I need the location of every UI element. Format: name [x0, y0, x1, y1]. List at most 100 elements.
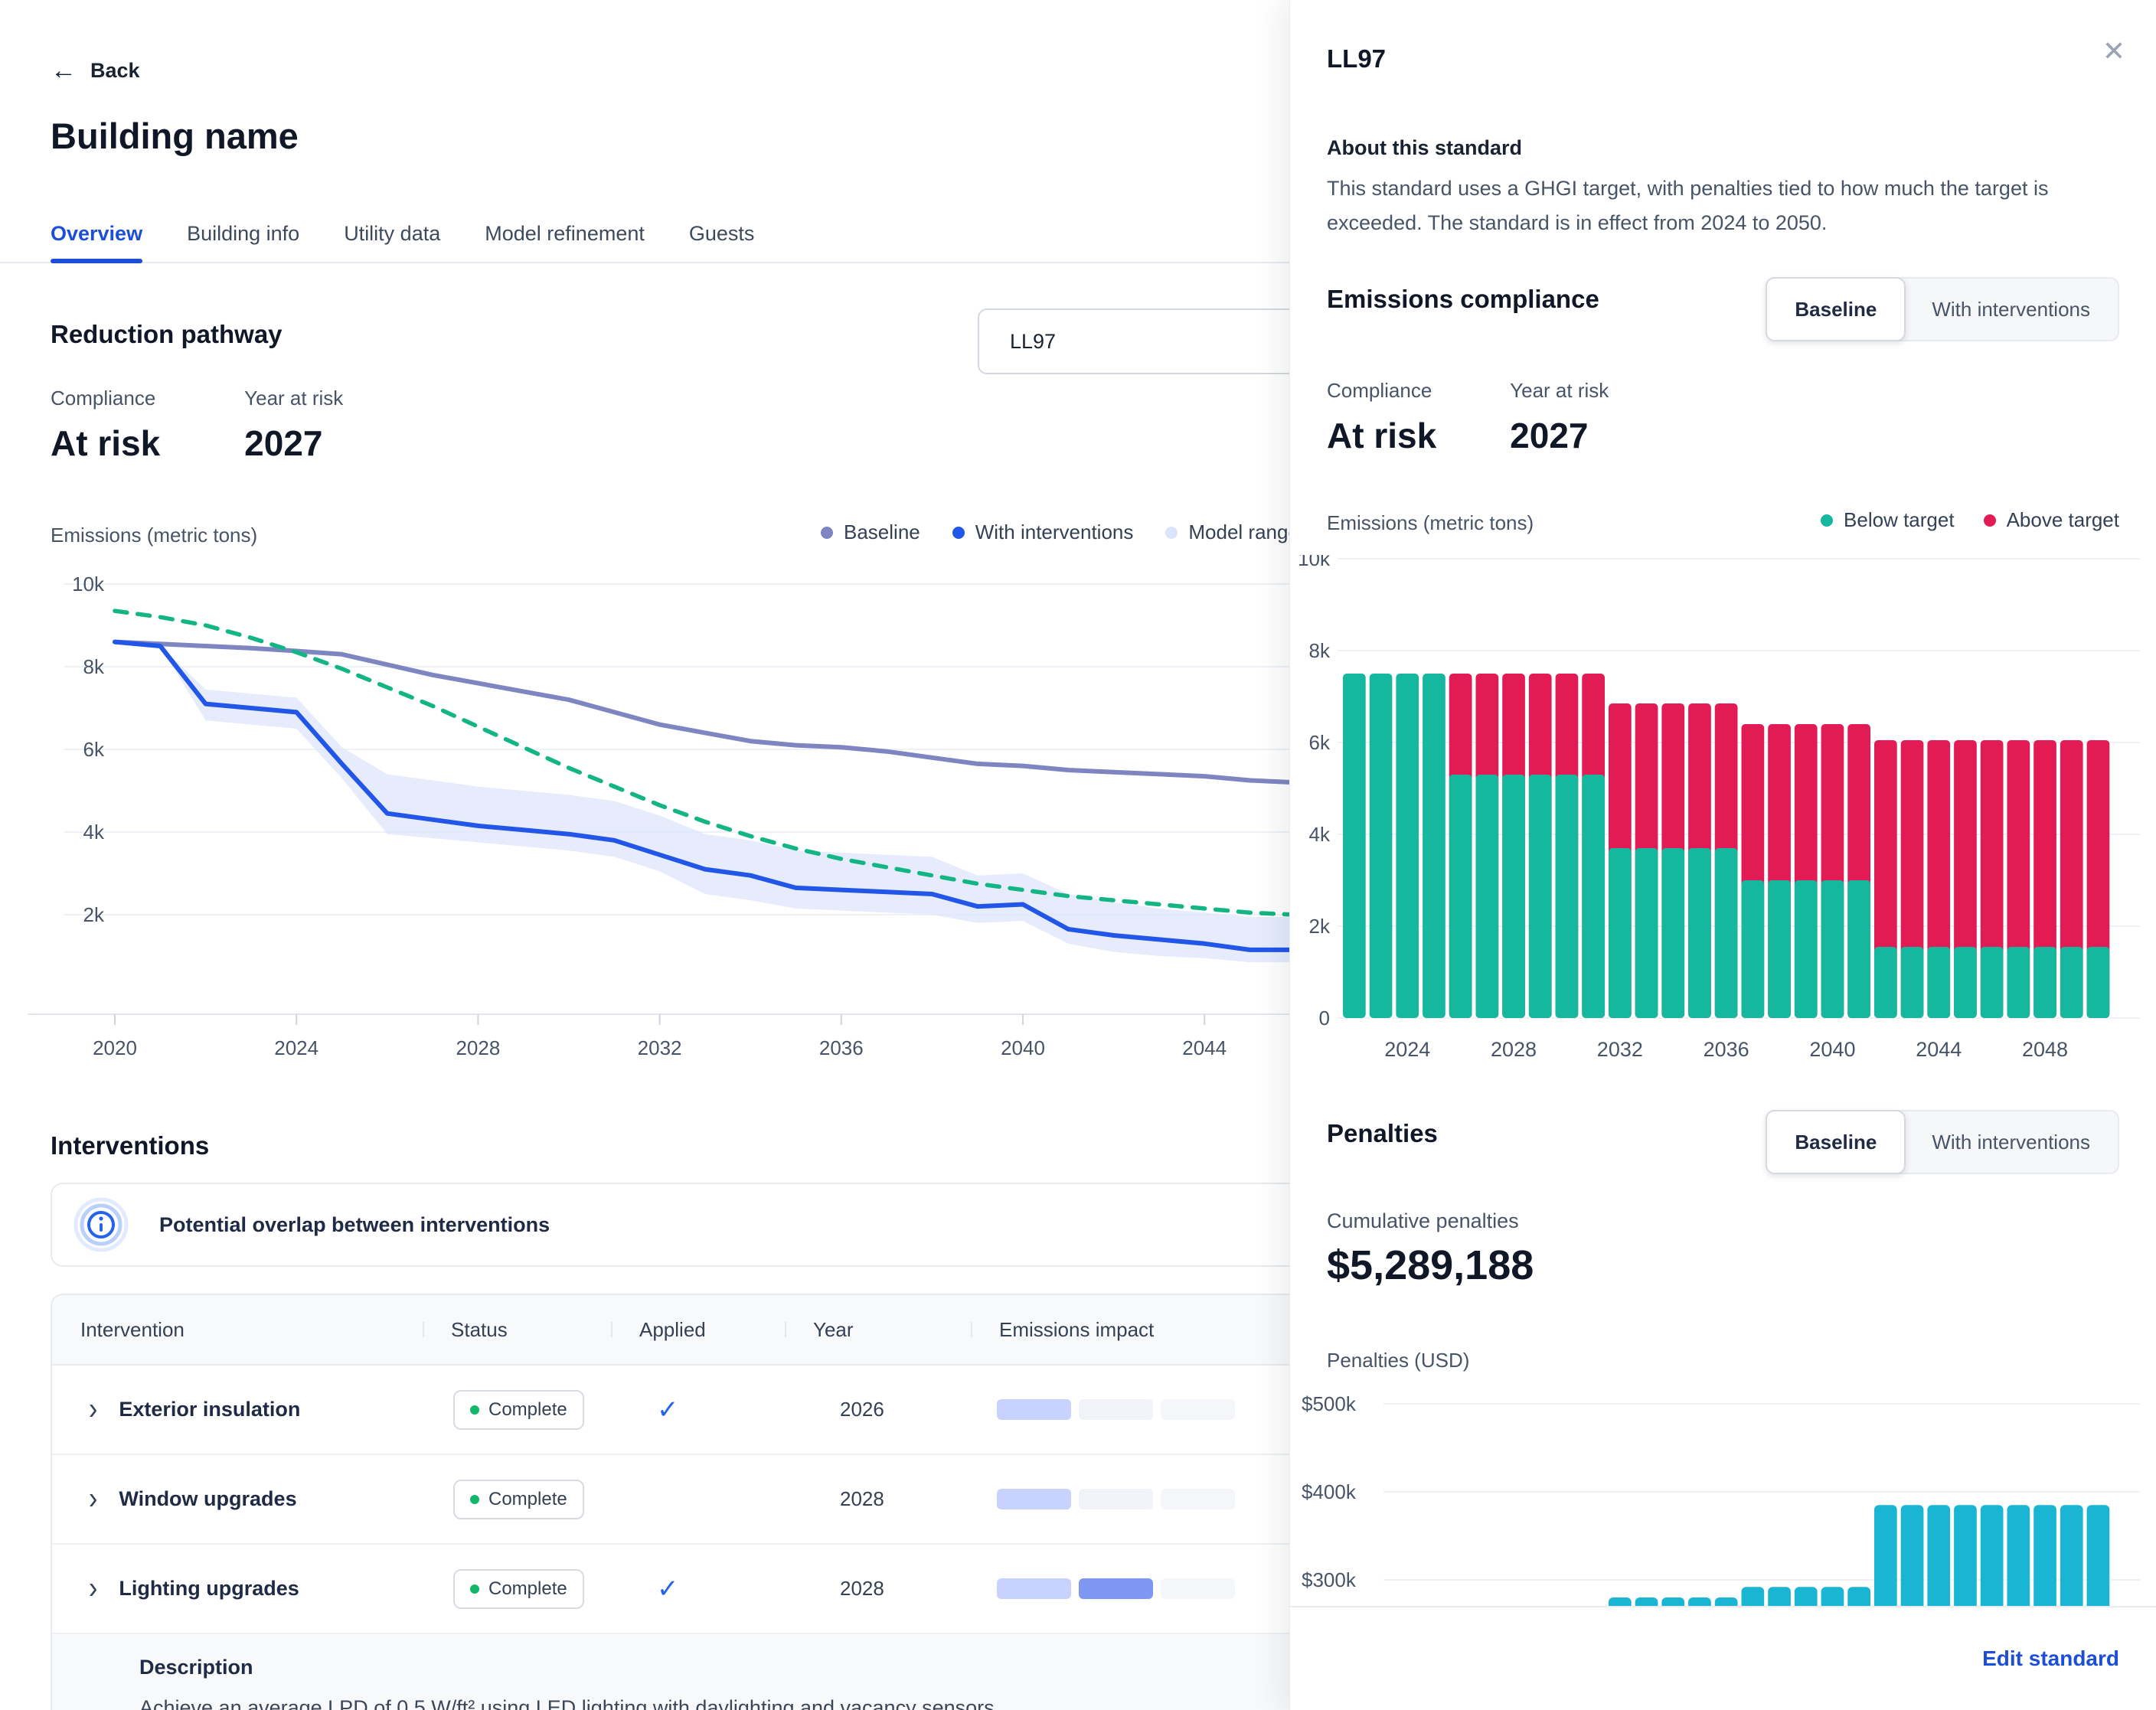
compliance-value: At risk — [1327, 416, 1437, 455]
status-badge: Complete — [453, 1389, 584, 1430]
with-interventions-dot-icon — [952, 526, 965, 539]
year-cell: 2028 — [840, 1577, 884, 1600]
svg-text:2k: 2k — [1309, 915, 1331, 938]
toggle-baseline[interactable]: Baseline — [1766, 277, 1906, 341]
emissions-toggle: Baseline With interventions — [1766, 277, 2119, 341]
col-emissions-impact: Emissions impact — [971, 1318, 1251, 1342]
toggle-baseline[interactable]: Baseline — [1766, 1110, 1906, 1174]
tab-building-info[interactable]: Building info — [187, 221, 300, 245]
svg-text:2036: 2036 — [1704, 1038, 1749, 1061]
info-icon — [74, 1197, 129, 1252]
about-heading: About this standard — [1327, 136, 1522, 159]
below-target-dot-icon — [1821, 514, 1834, 527]
tab-overview[interactable]: Overview — [51, 205, 143, 263]
toggle-with-interventions[interactable]: With interventions — [1932, 1130, 2090, 1154]
panel-title: LL97 — [1327, 44, 1387, 73]
status-badge: Complete — [453, 1568, 584, 1609]
green-dot-icon — [470, 1405, 479, 1415]
tab-model-refinement[interactable]: Model refinement — [485, 221, 645, 245]
year-at-risk-value: 2027 — [1510, 416, 1589, 455]
svg-text:2020: 2020 — [93, 1036, 137, 1059]
standard-select[interactable]: LL97 — [978, 308, 1307, 374]
year-cell: 2026 — [840, 1398, 884, 1421]
edit-standard-link[interactable]: Edit standard — [1982, 1646, 2119, 1670]
svg-text:10k: 10k — [72, 573, 105, 596]
svg-text:$300k: $300k — [1302, 1568, 1357, 1591]
chevron-right-icon[interactable]: › — [89, 1481, 98, 1516]
legend-above-target: Above target — [1983, 508, 2119, 532]
svg-text:6k: 6k — [83, 738, 105, 761]
svg-text:4k: 4k — [83, 821, 105, 844]
status-badge: Complete — [453, 1479, 584, 1519]
svg-text:2k: 2k — [83, 903, 105, 926]
emissions-compliance-heading: Emissions compliance — [1327, 285, 1599, 313]
compliance-label: Compliance — [51, 387, 156, 410]
baseline-dot-icon — [821, 526, 833, 539]
svg-text:2044: 2044 — [1916, 1038, 1962, 1061]
col-year: Year — [785, 1318, 971, 1342]
interventions-heading: Interventions — [51, 1131, 210, 1160]
compliance-value: At risk — [51, 423, 161, 463]
penalties-heading: Penalties — [1327, 1119, 1438, 1147]
svg-text:2044: 2044 — [1182, 1036, 1227, 1059]
panel-legend: Below target Above target — [1821, 508, 2119, 532]
chevron-right-icon[interactable]: › — [89, 1392, 98, 1427]
close-icon[interactable]: ✕ — [2102, 35, 2125, 67]
col-status: Status — [423, 1318, 611, 1342]
svg-text:2028: 2028 — [1491, 1038, 1537, 1061]
svg-text:2036: 2036 — [819, 1036, 864, 1059]
svg-text:8k: 8k — [83, 655, 105, 678]
svg-text:2040: 2040 — [1001, 1036, 1045, 1059]
impact-bar — [971, 1489, 1251, 1509]
back-label: Back — [90, 58, 140, 82]
svg-text:2028: 2028 — [456, 1036, 500, 1059]
reduction-pathway-heading: Reduction pathway — [51, 320, 283, 348]
legend-model-range: Model range — [1165, 521, 1299, 544]
svg-text:$400k: $400k — [1302, 1480, 1357, 1503]
panel-footer: Edit standard — [1290, 1606, 2156, 1710]
svg-text:2024: 2024 — [274, 1036, 318, 1059]
applied-check-icon: ✓ — [657, 1395, 679, 1424]
toggle-with-interventions[interactable]: With interventions — [1932, 297, 2090, 321]
svg-text:2032: 2032 — [1597, 1038, 1643, 1061]
back-button[interactable]: ← Back — [51, 57, 140, 83]
svg-text:2048: 2048 — [2022, 1038, 2068, 1061]
cumulative-penalties-label: Cumulative penalties — [1327, 1209, 1519, 1232]
tab-guests[interactable]: Guests — [688, 221, 755, 245]
reduction-legend: Baseline With interventions Model range — [821, 521, 1299, 544]
svg-text:6k: 6k — [1309, 731, 1331, 754]
above-target-dot-icon — [1983, 514, 1996, 527]
panel-emissions-axis-label: Emissions (metric tons) — [1327, 511, 1534, 534]
impact-bar — [971, 1578, 1251, 1599]
page-title: Building name — [51, 116, 299, 156]
description-text: Achieve an average LPD of 0.5 W/ft² usin… — [139, 1696, 995, 1710]
penalties-axis-label: Penalties (USD) — [1327, 1349, 1470, 1372]
legend-baseline: Baseline — [821, 521, 920, 544]
overlap-banner-text: Potential overlap between interventions — [159, 1212, 550, 1236]
impact-bar — [971, 1399, 1251, 1420]
tab-utility-data[interactable]: Utility data — [344, 221, 441, 245]
year-cell: 2028 — [840, 1487, 884, 1510]
emissions-compliance-chart: 10k 8k 6k 4k 2k 0 2024 2028 2032 2036 2040 2044 2048 — [1298, 555, 2140, 1061]
svg-text:10k: 10k — [1298, 555, 1331, 570]
arrow-left-icon: ← — [51, 56, 77, 85]
tab-bar: Overview Building info Utility data Mode… — [0, 205, 2156, 263]
about-text: This standard uses a GHGI target, with p… — [1327, 177, 2049, 234]
legend-below-target: Below target — [1821, 508, 1955, 532]
svg-text:2040: 2040 — [1809, 1038, 1855, 1061]
penalties-chart: $500k $400k $300k — [1302, 1392, 2140, 1606]
applied-check-icon: ✓ — [657, 1574, 679, 1604]
green-dot-icon — [470, 1494, 479, 1504]
standard-detail-panel: LL97 ✕ About this standard This standard… — [1289, 0, 2156, 1710]
chevron-right-icon[interactable]: › — [89, 1571, 98, 1606]
compliance-label: Compliance — [1327, 379, 1432, 402]
svg-text:4k: 4k — [1309, 823, 1331, 846]
year-at-risk-label: Year at risk — [244, 387, 344, 410]
reduction-pathway-chart: 10k 8k 6k 4k 2k 2020 2024 2028 2032 2036 2040 2044 — [28, 573, 1340, 1059]
green-dot-icon — [470, 1584, 479, 1594]
legend-with-interventions: With interventions — [952, 521, 1133, 544]
standard-select-value: LL97 — [1010, 329, 1057, 353]
svg-text:$500k: $500k — [1302, 1392, 1357, 1415]
col-intervention: Intervention — [80, 1317, 185, 1341]
